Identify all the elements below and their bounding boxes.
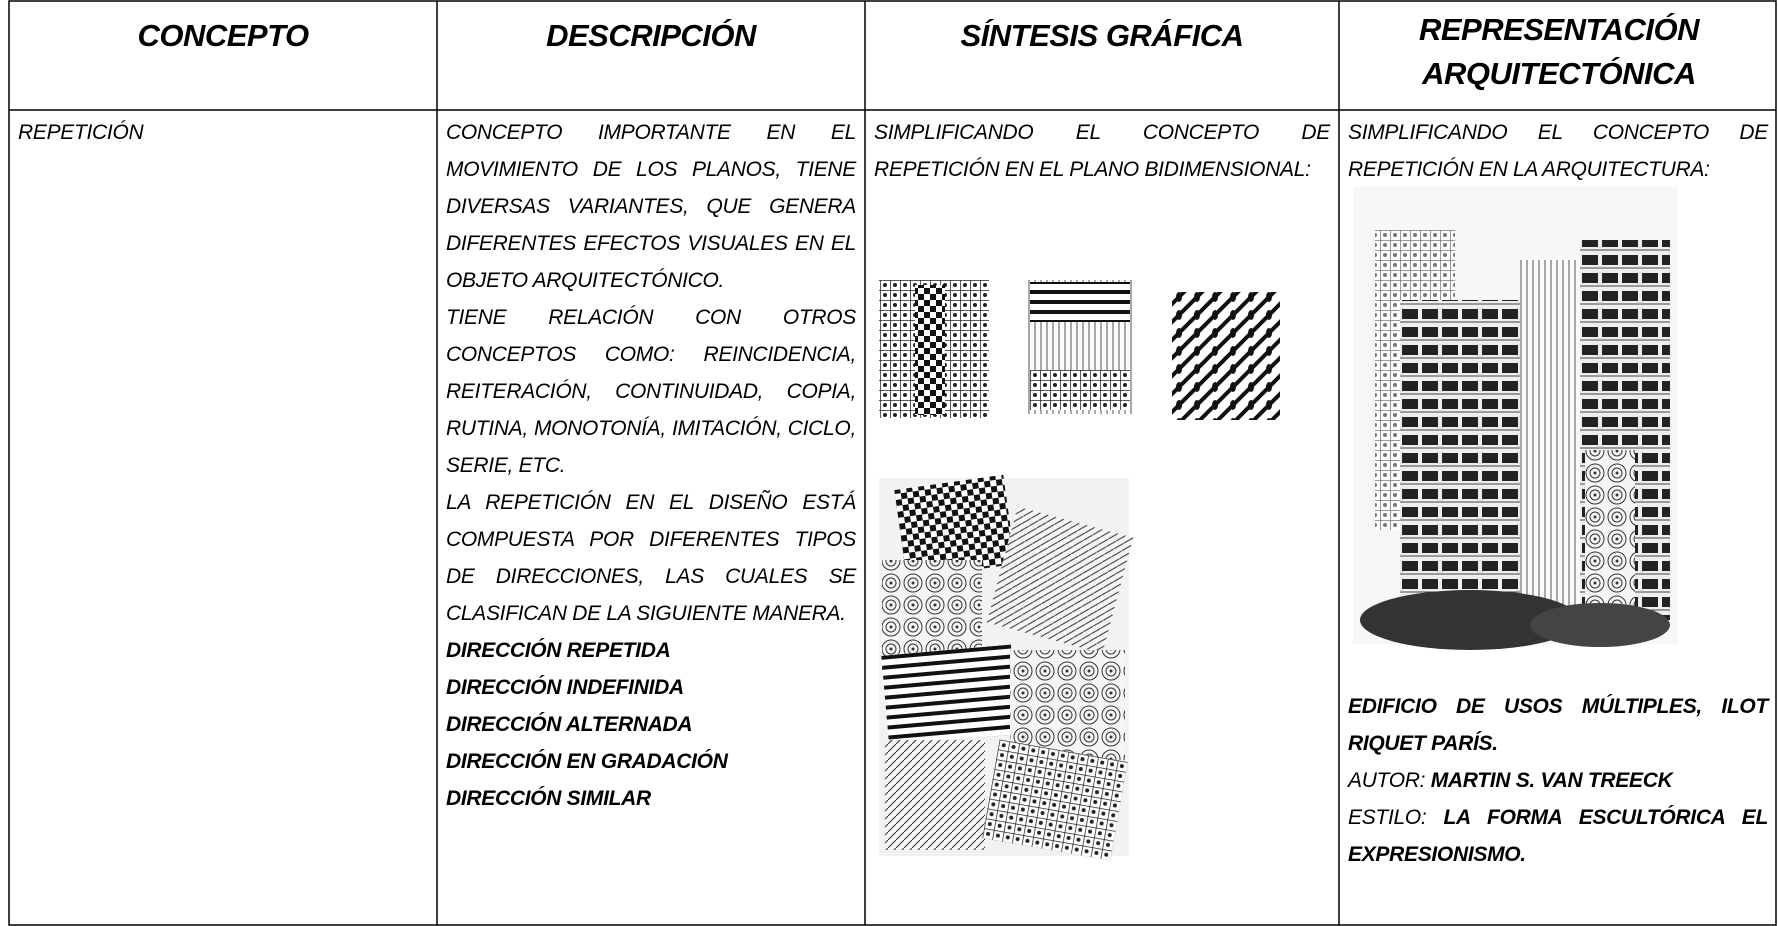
header-cell: REPRESENTACIÓN ARQUITECTÓNICA: [1418, 12, 1700, 91]
header-cell: CONCEPTO: [137, 18, 309, 53]
author-label: AUTOR:: [1348, 769, 1426, 792]
synthesis: SIMPLIFICANDO EL CONCEPTO DE REPETICIÓN …: [874, 121, 1330, 181]
paragraph: CONCEPTO IMPORTANTE EN EL MOVIMIENTO DE …: [446, 121, 856, 292]
style-value: LA FORMA ESCULTÓRICA EL EXPRESIONISMO.: [1348, 806, 1768, 866]
style: ESTILO: LA FORMA ESCULTÓRICA EL EXPRESIO…: [1348, 799, 1768, 873]
style-label: ESTILO:: [1348, 806, 1427, 829]
author: AUTOR: MARTIN S. VAN TREECK: [1348, 762, 1768, 799]
representation-caption: EDIFICIO DE USOS MÚLTIPLES, ILOT RIQUET …: [1348, 688, 1768, 873]
header-cell: SÍNTESIS GRÁFICA: [960, 18, 1244, 53]
list-item: DIRECCIÓN INDEFINIDA: [446, 676, 684, 699]
list-item: DIRECCIÓN REPETIDA: [446, 639, 671, 662]
list-item: DIRECCIÓN SIMILAR: [446, 787, 651, 810]
header-cell: DESCRIPCIÓN: [546, 18, 756, 53]
concept: REPETICIÓN: [18, 121, 144, 144]
paragraph: LA REPETICIÓN EN EL DISEÑO ESTÁ COMPUEST…: [446, 491, 856, 625]
list-item: DIRECCIÓN ALTERNADA: [446, 713, 693, 736]
paragraph: TIENE RELACIÓN CON OTROS CONCEPTOS COMO:…: [446, 306, 856, 477]
caption: EDIFICIO DE USOS MÚLTIPLES, ILOT RIQUET …: [1348, 695, 1768, 755]
list-item: DIRECCIÓN EN GRADACIÓN: [446, 750, 728, 773]
representation-text: SIMPLIFICANDO EL CONCEPTO DE REPETICIÓN …: [1348, 121, 1768, 181]
description: CONCEPTO IMPORTANTE EN EL MOVIMIENTO DE …: [446, 114, 856, 817]
author-name: MARTIN S. VAN TREECK: [1430, 769, 1673, 792]
direction-list: DIRECCIÓN REPETIDA DIRECCIÓN INDEFINIDA …: [446, 632, 856, 817]
